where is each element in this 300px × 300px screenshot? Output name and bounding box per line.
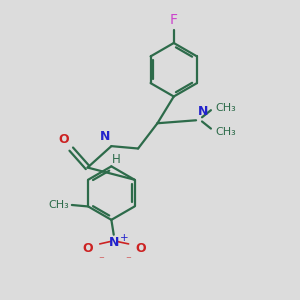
Text: N: N [198, 106, 208, 118]
Text: ⁻: ⁻ [126, 255, 131, 265]
Text: O: O [135, 242, 146, 256]
Text: CH₃: CH₃ [215, 103, 236, 113]
Text: O: O [82, 242, 93, 256]
Text: N: N [109, 236, 119, 249]
Text: +: + [120, 233, 129, 243]
Text: O: O [58, 133, 69, 146]
Text: N: N [100, 130, 110, 142]
Text: CH₃: CH₃ [215, 127, 236, 136]
Text: CH₃: CH₃ [49, 200, 70, 210]
Text: H: H [112, 153, 121, 166]
Text: ⁻: ⁻ [98, 255, 104, 265]
Text: F: F [170, 13, 178, 27]
